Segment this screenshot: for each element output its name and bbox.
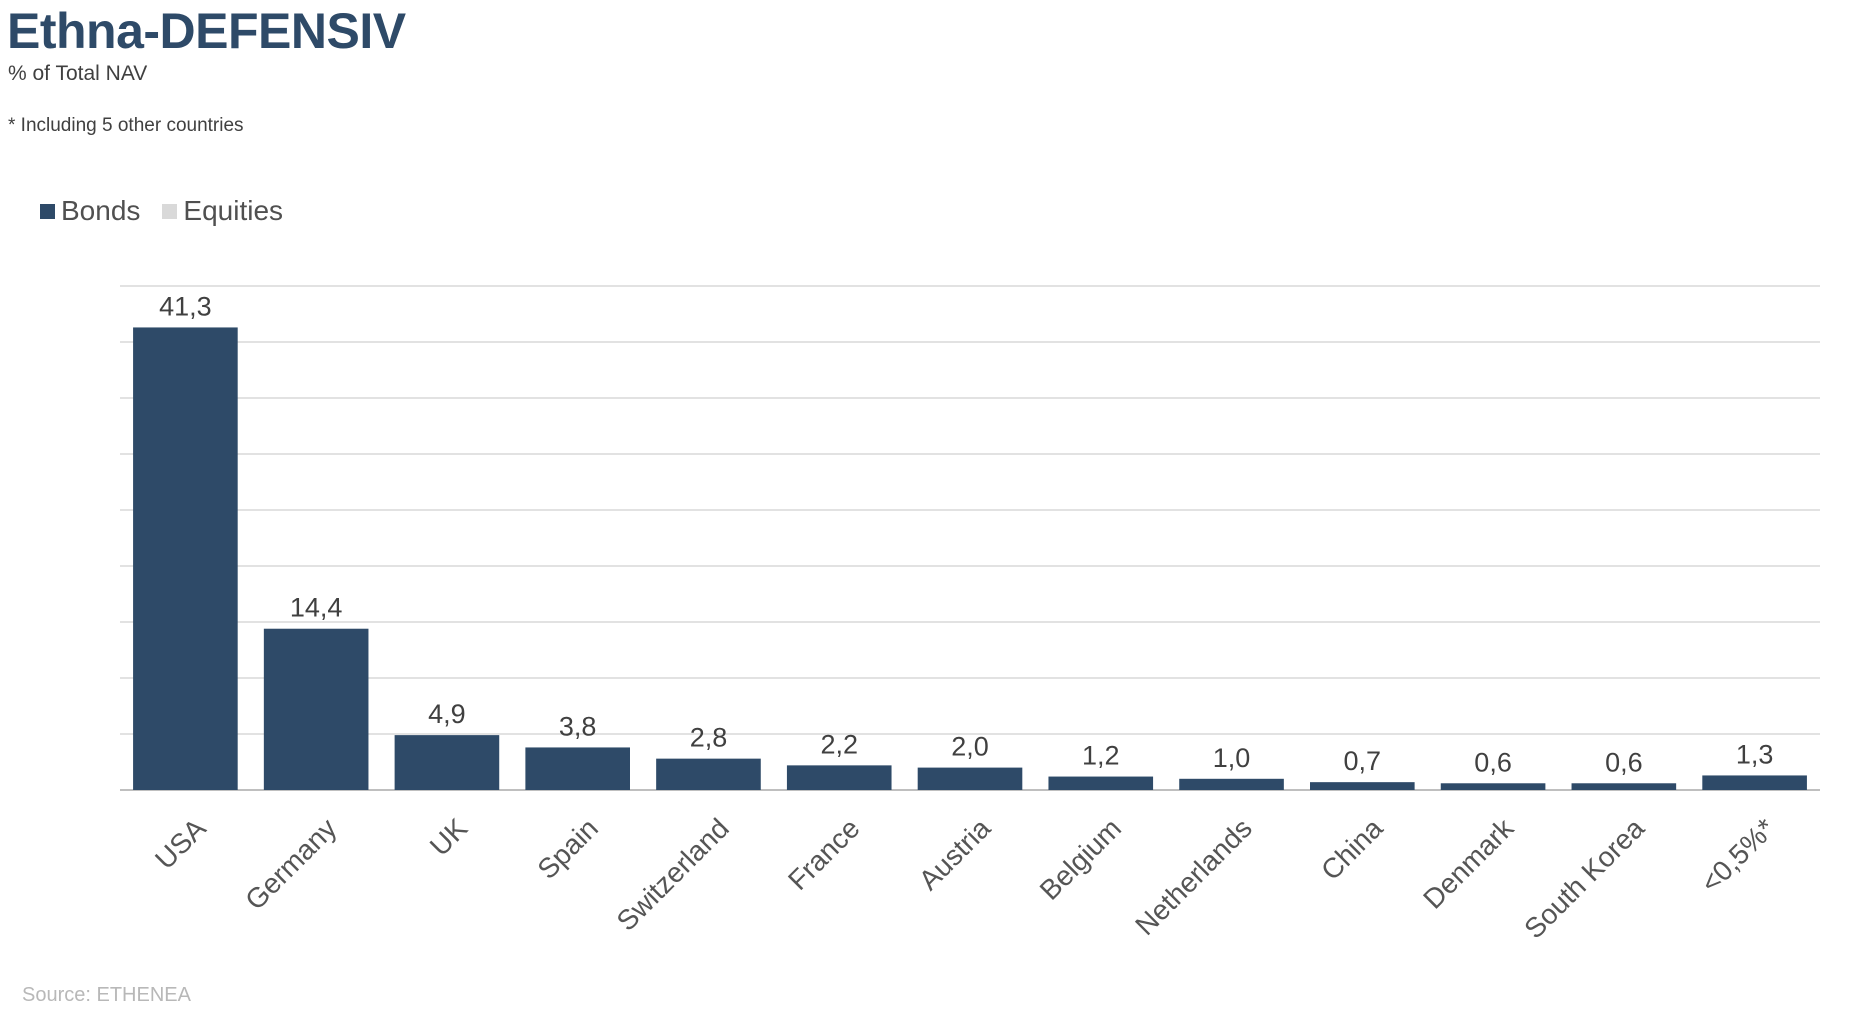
chart-footnote: * Including 5 other countries — [8, 115, 244, 136]
chart-title: Ethna-DEFENSIV — [7, 3, 406, 59]
data-label: 2,8 — [690, 723, 728, 753]
bar-south-korea — [1571, 783, 1677, 790]
bar-china — [1310, 782, 1415, 790]
legend-label-bonds: Bonds — [61, 195, 141, 226]
chart-legend: Bonds Equities — [40, 195, 305, 227]
x-tick-label: UK — [424, 812, 474, 862]
legend-swatch-bonds — [40, 203, 55, 219]
bar-uk — [394, 735, 500, 790]
data-label: 2,0 — [951, 732, 989, 762]
data-label: 0,6 — [1474, 747, 1512, 777]
x-tick-label: Austria — [913, 812, 997, 896]
data-label: 1,0 — [1213, 743, 1251, 773]
x-tick-label: France — [782, 812, 866, 896]
x-tick-label: Switzerland — [611, 812, 735, 936]
data-label: 41,3 — [159, 291, 212, 321]
data-label: 1,2 — [1082, 741, 1120, 771]
legend-item-bonds: Bonds — [40, 195, 140, 227]
data-label: 14,4 — [290, 593, 343, 623]
legend-item-equities: Equities — [162, 195, 283, 227]
chart-subtitle: % of Total NAV — [8, 62, 148, 85]
x-tick-label: China — [1315, 812, 1389, 886]
x-tick-label: <0,5%* — [1695, 812, 1781, 898]
bar-germany — [263, 628, 369, 790]
x-tick-label: Denmark — [1417, 812, 1520, 915]
bar-spain — [525, 747, 630, 790]
bar-france — [786, 765, 892, 790]
x-tick-label: South Korea — [1518, 812, 1650, 944]
x-tick-label: USA — [149, 812, 212, 875]
x-tick-label: Belgium — [1034, 812, 1127, 905]
bar-switzerland — [656, 758, 761, 790]
data-label: 0,6 — [1605, 747, 1643, 777]
data-label: 0,7 — [1344, 746, 1382, 776]
x-tick-label: Netherlands — [1129, 812, 1258, 941]
data-label: 4,9 — [428, 699, 466, 729]
legend-label-equities: Equities — [183, 195, 284, 226]
bar-belgium — [1048, 776, 1154, 790]
bar-netherlands — [1179, 778, 1284, 790]
data-label: 2,2 — [820, 729, 858, 759]
x-tick-label: Spain — [532, 812, 605, 885]
bar--0-5- — [1702, 775, 1807, 790]
bar-usa — [133, 327, 238, 790]
data-label: 1,3 — [1736, 739, 1774, 769]
x-tick-label: Germany — [239, 812, 342, 915]
bar-austria — [917, 767, 1023, 790]
source-note: Source: ETHENEA — [22, 984, 191, 1006]
bar-denmark — [1440, 783, 1546, 790]
legend-swatch-equities — [162, 203, 178, 219]
data-label: 3,8 — [559, 711, 597, 741]
